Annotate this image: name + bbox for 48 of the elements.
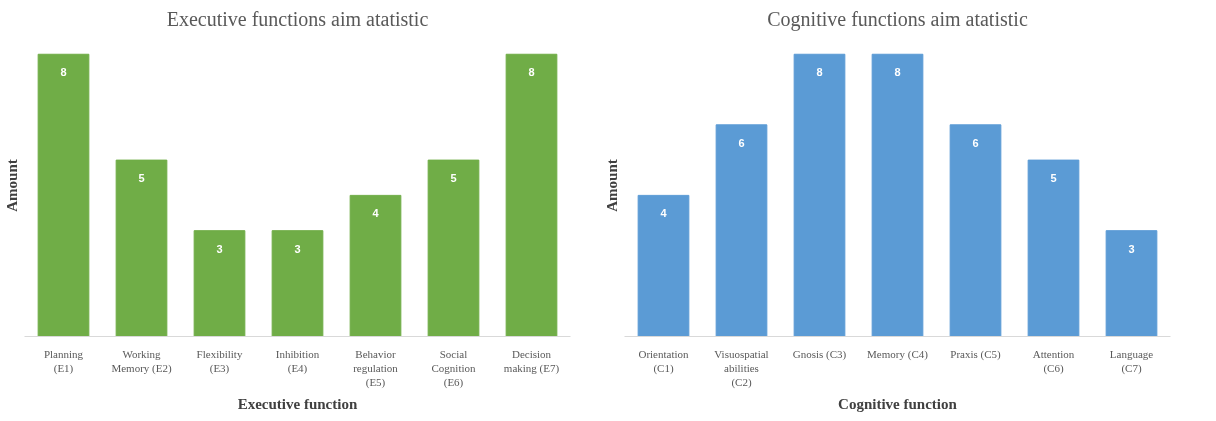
x-tick-label: Praxis (C5) bbox=[950, 347, 1002, 361]
y-axis-title: Amount bbox=[603, 159, 620, 212]
bar bbox=[1027, 159, 1080, 337]
bar bbox=[115, 159, 168, 337]
bar bbox=[271, 230, 324, 337]
x-tick-label: Memory (C4) bbox=[867, 347, 929, 361]
bar bbox=[715, 124, 768, 337]
chart-title: Executive functions aim atatistic bbox=[166, 7, 429, 30]
bar bbox=[505, 53, 558, 337]
data-label: 5 bbox=[1050, 172, 1057, 185]
x-tick-label: Attention (C6) bbox=[1032, 347, 1075, 375]
data-label: 8 bbox=[528, 66, 535, 79]
x-tick-label: Gnosis (C3) bbox=[792, 347, 847, 361]
x-tick-label: Inhibition (E4) bbox=[275, 347, 320, 375]
x-axis-title: Executive function bbox=[237, 396, 358, 413]
bar bbox=[637, 194, 690, 337]
data-label: 3 bbox=[1128, 242, 1135, 255]
bar bbox=[349, 194, 402, 337]
chart-title: Cognitive functions aim atatistic bbox=[767, 7, 1028, 31]
bar bbox=[793, 53, 846, 337]
bar bbox=[193, 230, 246, 337]
data-label: 8 bbox=[894, 66, 901, 79]
bar bbox=[427, 159, 480, 337]
y-axis-title: Amount bbox=[3, 159, 20, 212]
data-label: 3 bbox=[294, 242, 301, 255]
x-axis-title: Cognitive function bbox=[838, 396, 958, 413]
bar bbox=[949, 124, 1002, 337]
data-label: 5 bbox=[450, 172, 457, 185]
x-tick-label: Working Memory (E2) bbox=[111, 347, 172, 375]
x-tick-label: Flexibility (E3) bbox=[196, 347, 243, 375]
x-tick-label: Behavior regulation (E5) bbox=[353, 347, 399, 390]
bar bbox=[871, 53, 924, 337]
data-label: 4 bbox=[660, 207, 668, 220]
data-label: 6 bbox=[972, 136, 979, 149]
x-tick-label: Social Cognition (E6) bbox=[431, 347, 476, 390]
data-label: 3 bbox=[216, 242, 223, 255]
data-label: 4 bbox=[372, 207, 380, 220]
x-tick-label: Orientation (C1) bbox=[638, 347, 690, 375]
bar bbox=[37, 53, 90, 337]
x-tick-label: Language (C7) bbox=[1109, 347, 1154, 375]
data-label: 8 bbox=[816, 66, 823, 79]
data-label: 8 bbox=[60, 66, 67, 79]
x-tick-label: Planning (E1) bbox=[43, 347, 84, 375]
bar bbox=[1105, 230, 1158, 337]
data-label: 5 bbox=[138, 172, 145, 185]
x-tick-label: Decision making (E7) bbox=[503, 347, 560, 375]
data-label: 6 bbox=[738, 136, 745, 149]
x-tick-label: Visuospatial abilities (C2) bbox=[714, 347, 769, 390]
